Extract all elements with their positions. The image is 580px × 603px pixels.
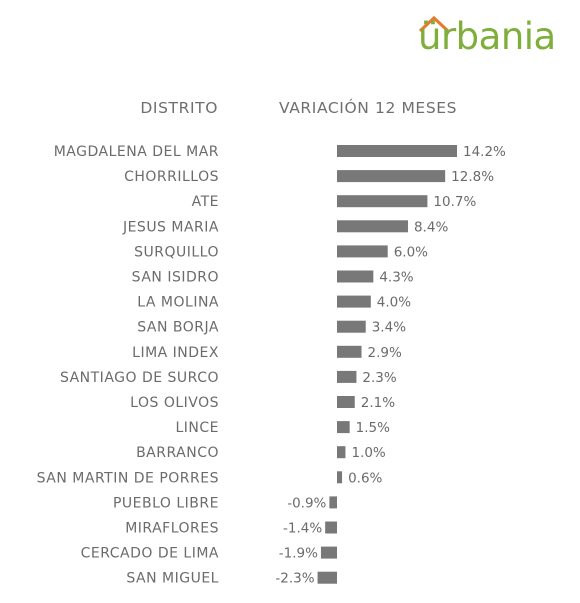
bar <box>337 421 350 434</box>
bar <box>337 170 446 183</box>
bar <box>337 195 428 208</box>
category-label: LOS OLIVOS <box>130 395 219 411</box>
value-label: 4.3% <box>379 270 413 286</box>
category-label: LA MOLINA <box>137 295 219 311</box>
bar <box>329 496 337 509</box>
bar <box>337 345 362 358</box>
value-label: 4.0% <box>377 295 411 311</box>
category-label: MAGDALENA DEL MAR <box>54 144 219 160</box>
category-label: CERCADO DE LIMA <box>81 546 219 562</box>
value-label: -0.9% <box>287 495 326 511</box>
value-label: -2.3% <box>275 571 314 587</box>
category-label: PUEBLO LIBRE <box>113 495 219 511</box>
category-label: BARRANCO <box>136 445 219 461</box>
category-label: ATE <box>192 194 219 210</box>
category-label: SAN ISIDRO <box>132 270 219 286</box>
category-label: SAN BORJA <box>137 320 219 336</box>
value-label: 1.5% <box>356 420 390 436</box>
bar <box>337 471 343 484</box>
value-label: 2.1% <box>361 395 395 411</box>
column-header-variacion: VARIACIÓN 12 MESES <box>279 99 458 117</box>
value-label: 3.4% <box>372 320 406 336</box>
value-label: 0.6% <box>348 470 382 486</box>
logo-wordmark: ürbania <box>418 15 556 58</box>
bar <box>320 546 337 559</box>
bar <box>337 446 346 459</box>
bar <box>337 145 457 157</box>
urbania-logo: ürbania <box>418 14 578 60</box>
bar <box>337 270 374 283</box>
value-label: 14.2% <box>463 144 506 160</box>
column-header-distrito: DISTRITO <box>140 99 218 117</box>
value-label: 8.4% <box>414 219 448 235</box>
bar <box>337 320 366 333</box>
category-label: JESUS MARIA <box>122 219 219 235</box>
category-label: SAN MARTIN DE PORRES <box>37 470 219 486</box>
value-label: 10.7% <box>433 194 476 210</box>
value-label: 6.0% <box>394 244 428 260</box>
category-label: LIMA INDEX <box>132 345 219 361</box>
value-label: 2.9% <box>368 345 402 361</box>
category-label: SANTIAGO DE SURCO <box>60 370 219 386</box>
value-label: 12.8% <box>451 169 494 185</box>
bar <box>337 245 388 258</box>
category-label: CHORRILLOS <box>124 169 219 185</box>
category-label: LINCE <box>175 420 219 436</box>
bar <box>317 571 337 584</box>
bar <box>325 521 337 534</box>
category-label: SAN MIGUEL <box>126 571 219 587</box>
category-label: MIRAFLORES <box>125 521 219 537</box>
bar <box>337 295 371 308</box>
value-label: 2.3% <box>362 370 396 386</box>
value-label: 1.0% <box>351 445 385 461</box>
bar <box>337 370 357 383</box>
bar <box>337 396 355 408</box>
house-roof-icon <box>418 15 450 33</box>
category-label: SURQUILLO <box>134 244 219 260</box>
value-label: -1.4% <box>283 521 322 537</box>
bar <box>337 220 408 233</box>
value-label: -1.9% <box>279 546 318 562</box>
